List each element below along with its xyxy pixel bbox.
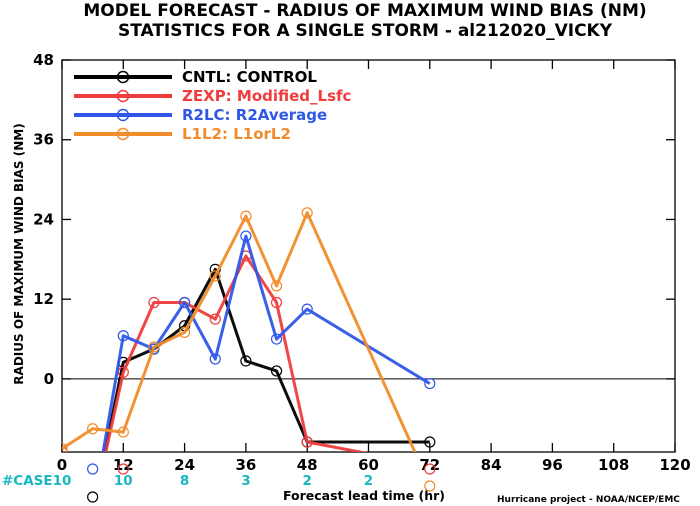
case-count: 8 xyxy=(180,473,189,489)
data-point xyxy=(270,333,283,345)
data-point xyxy=(148,341,160,353)
data-point xyxy=(117,330,129,342)
case-marker xyxy=(424,463,436,475)
x-tick-label: 48 xyxy=(297,456,318,474)
case-count: 3 xyxy=(241,473,250,489)
legend-swatch-marker xyxy=(116,89,130,103)
data-point xyxy=(87,423,99,435)
series-line xyxy=(101,234,431,452)
y-tick-label: 48 xyxy=(33,51,54,69)
x-axis-label: Forecast lead time (hr) xyxy=(283,488,445,503)
y-tick-label: 0 xyxy=(44,370,54,388)
x-tick-label: 36 xyxy=(235,456,256,474)
x-tick-label: 72 xyxy=(419,456,440,474)
legend-label: L1L2: L1orL2 xyxy=(182,125,291,143)
data-point xyxy=(209,270,221,282)
legend-swatch-marker xyxy=(116,108,130,122)
data-point xyxy=(179,296,191,309)
case-marker xyxy=(424,480,436,492)
legend-swatch-marker xyxy=(116,70,130,84)
x-tick-label: 0 xyxy=(57,456,67,474)
case-marker xyxy=(117,463,129,475)
data-point xyxy=(301,436,313,448)
data-point xyxy=(117,426,129,438)
series-2 xyxy=(101,230,436,452)
legend-label: CNTL: CONTROL xyxy=(182,68,317,86)
credit-text: Hurricane project - NOAA/NCEP/EMC xyxy=(497,495,680,505)
data-point xyxy=(424,436,436,448)
data-point xyxy=(270,296,283,309)
data-point xyxy=(270,365,283,377)
case-count: 10 xyxy=(114,473,133,489)
y-tick-label: 24 xyxy=(33,210,54,228)
x-tick-label: 120 xyxy=(659,456,690,474)
data-point xyxy=(179,326,191,339)
chart-title-line-1: MODEL FORECAST - RADIUS OF MAXIMUM WIND … xyxy=(83,1,646,21)
case-count: 2 xyxy=(364,473,373,489)
y-axis-label: RADIUS OF MAXIMUM WIND BIAS (NM) xyxy=(12,123,26,384)
series-3 xyxy=(62,207,417,452)
case-marker xyxy=(87,463,99,475)
x-tick-label: 12 xyxy=(113,456,134,474)
legend-label: ZEXP: Modified_Lsfc xyxy=(182,87,351,105)
data-point xyxy=(240,230,252,242)
x-tick-label: 108 xyxy=(598,456,629,474)
data-point xyxy=(301,303,313,315)
data-point xyxy=(270,280,283,292)
case-count: 10 xyxy=(53,473,72,489)
data-point xyxy=(209,313,221,325)
data-point xyxy=(301,207,313,219)
data-point xyxy=(209,353,221,365)
y-tick-label: 12 xyxy=(33,290,54,308)
x-tick-label: 24 xyxy=(174,456,195,474)
data-point xyxy=(240,355,252,367)
x-tick-label: 96 xyxy=(542,456,563,474)
legend-swatch-marker xyxy=(116,127,130,141)
legend-label: R2LC: R2Average xyxy=(182,106,327,124)
chart-title-line-2: STATISTICS FOR A SINGLE STORM - al212020… xyxy=(118,21,613,41)
x-tick-label: 60 xyxy=(358,456,379,474)
case-marker xyxy=(87,491,99,503)
data-point xyxy=(148,296,160,309)
series-line xyxy=(62,211,417,452)
case-row-label: #CASE xyxy=(2,473,53,489)
y-tick-label: 36 xyxy=(33,131,54,149)
data-point xyxy=(424,377,436,390)
data-point xyxy=(240,210,252,222)
series-line xyxy=(62,254,368,452)
x-tick-label: 84 xyxy=(481,456,502,474)
data-point xyxy=(62,443,68,452)
case-count: 2 xyxy=(302,473,311,489)
plot-frame xyxy=(61,59,676,453)
